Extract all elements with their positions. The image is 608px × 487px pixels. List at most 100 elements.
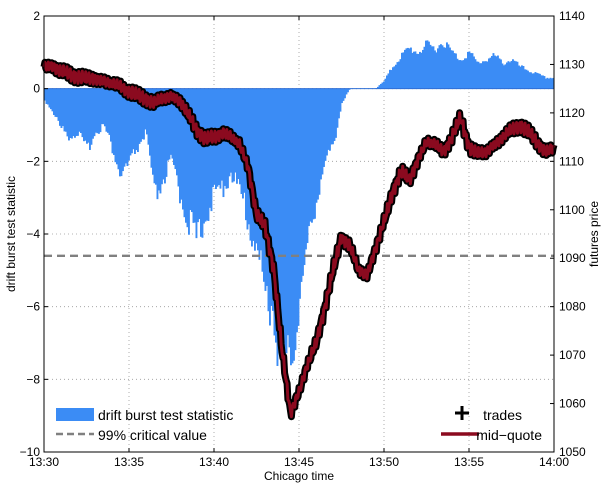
drift-burst-bar xyxy=(431,46,433,89)
drift-burst-bar xyxy=(513,60,516,89)
drift-burst-bar xyxy=(482,61,484,89)
drift-burst-bar xyxy=(294,88,297,351)
drift-burst-bar xyxy=(390,70,393,89)
drift-burst-bar xyxy=(200,88,202,237)
drift-burst-bar xyxy=(381,82,384,89)
drift-burst-bar xyxy=(306,88,309,244)
drift-burst-bar xyxy=(50,88,52,110)
drift-burst-bar xyxy=(494,55,496,89)
drift-burst-bar xyxy=(477,61,480,89)
drift-burst-bar xyxy=(336,88,339,128)
drift-burst-bar xyxy=(278,88,280,350)
drift-burst-bar xyxy=(497,55,499,89)
mid-quote-line xyxy=(42,60,556,419)
drift-burst-bar xyxy=(495,56,498,89)
drift-burst-bar xyxy=(162,88,165,180)
drift-burst-bar xyxy=(534,72,537,89)
drift-burst-bar xyxy=(392,67,394,89)
drift-burst-bar xyxy=(318,88,321,195)
drift-burst-bar xyxy=(210,88,213,212)
drift-burst-bar xyxy=(486,61,489,89)
y-left-tick-label: −2 xyxy=(26,154,40,168)
drift-burst-bar xyxy=(393,66,396,89)
drift-burst-bar xyxy=(207,88,210,221)
drift-burst-bar xyxy=(122,88,124,172)
y-right-tick-label: 1130 xyxy=(559,57,585,71)
drift-burst-bar xyxy=(60,88,63,128)
drift-burst-bar xyxy=(552,77,555,89)
drift-burst-bar xyxy=(302,88,304,276)
drift-burst-bar xyxy=(131,88,133,154)
drift-burst-bar xyxy=(107,88,109,133)
x-tick-label: 13:55 xyxy=(454,455,484,469)
drift-burst-bar xyxy=(293,88,295,361)
drift-burst-bar xyxy=(455,53,457,89)
drift-burst-bar xyxy=(98,88,100,134)
drift-burst-bar xyxy=(149,88,151,156)
drift-burst-bar xyxy=(119,88,121,177)
drift-burst-bar xyxy=(435,52,438,89)
drift-burst-bar xyxy=(186,88,189,228)
x-tick-label: 13:40 xyxy=(199,455,229,469)
drift-burst-bar xyxy=(324,88,327,161)
drift-burst-bar xyxy=(380,83,382,89)
drift-burst-bar xyxy=(488,58,490,89)
y-right-tick-label: 1140 xyxy=(559,9,585,23)
drift-burst-bar xyxy=(105,88,108,132)
drift-burst-bar xyxy=(288,88,291,348)
drift-burst-bar xyxy=(417,53,420,89)
drift-burst-bar xyxy=(129,88,132,156)
drift-burst-bar xyxy=(441,45,444,89)
drift-burst-bar xyxy=(78,88,81,132)
drift-burst-bar xyxy=(465,58,468,89)
drift-burst-bar xyxy=(297,88,300,326)
drift-burst-bar xyxy=(237,88,240,180)
drift-burst-bar xyxy=(312,88,315,220)
drift-burst-bar xyxy=(512,59,514,89)
drift-burst-bar xyxy=(188,88,190,235)
drift-burst-bar xyxy=(338,88,340,119)
legend-swatch-trades xyxy=(455,406,469,420)
y-right-tick-label: 1100 xyxy=(559,203,585,217)
drift-burst-bar xyxy=(104,88,106,127)
drift-burst-bar xyxy=(179,88,181,204)
drift-burst-bar xyxy=(138,88,141,144)
drift-burst-bar xyxy=(189,88,192,211)
drift-burst-bar xyxy=(234,88,237,173)
drift-burst-bar xyxy=(287,88,289,336)
drift-burst-bar xyxy=(342,88,345,101)
drift-burst-bar xyxy=(89,88,91,150)
drift-burst-bar xyxy=(344,88,346,99)
drift-burst-bar xyxy=(516,61,519,89)
drift-burst-bar xyxy=(503,65,505,89)
drift-burst-bar xyxy=(420,52,423,89)
legend-left: drift burst test statistic 99% critical … xyxy=(56,407,233,443)
drift-burst-bar xyxy=(384,78,387,89)
drift-burst-bar xyxy=(303,88,306,266)
drift-burst-bar xyxy=(320,88,322,180)
drift-burst-bar xyxy=(152,88,154,175)
drift-burst-bar xyxy=(80,88,82,134)
legend-swatch-drift-burst xyxy=(56,408,94,421)
drift-burst-bar xyxy=(378,85,381,89)
drift-burst-bar xyxy=(461,60,463,89)
drift-burst-bar xyxy=(74,88,76,138)
drift-burst-bar xyxy=(57,88,60,121)
drift-burst-bar xyxy=(264,88,267,291)
drift-burst-bar xyxy=(62,88,64,127)
drift-burst-bar xyxy=(428,41,430,89)
drift-burst-bar xyxy=(116,88,118,165)
y-right-tick-label: 1080 xyxy=(559,300,586,314)
drift-burst-bar xyxy=(128,88,130,161)
drift-burst-bar xyxy=(522,66,525,89)
drift-burst-bar xyxy=(411,52,414,89)
price-lines xyxy=(40,58,558,421)
x-tick-label: 13:35 xyxy=(114,455,144,469)
drift-burst-bar xyxy=(45,88,48,104)
drift-burst-bar xyxy=(470,53,472,89)
drift-burst-bar xyxy=(123,88,126,167)
drift-burst-bar xyxy=(425,40,427,89)
drift-burst-bar xyxy=(383,81,385,89)
drift-burst-bar xyxy=(132,88,135,150)
drift-burst-bar xyxy=(113,88,115,155)
